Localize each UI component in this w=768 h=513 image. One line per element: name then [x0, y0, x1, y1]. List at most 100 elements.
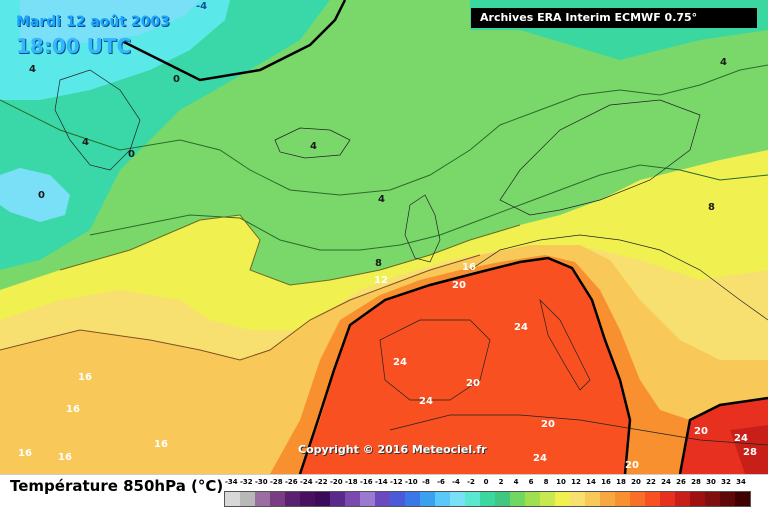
contour-label: 0 — [173, 74, 180, 85]
legend-tick-label: -20 — [330, 478, 343, 486]
legend-title: Température 850hPa (°C) — [10, 477, 224, 495]
legend-tick-label: -26 — [285, 478, 298, 486]
legend-tick-label: 10 — [556, 478, 566, 486]
contour-label: 28 — [743, 447, 757, 458]
map-time: 18:00 UTC — [16, 34, 132, 58]
contour-label: 4 — [29, 64, 36, 75]
uk-coast — [404, 194, 441, 263]
legend-tick-label: -8 — [422, 478, 430, 486]
legend-tick-label: 14 — [586, 478, 596, 486]
hot-zone-core — [300, 258, 630, 474]
legend-swatch — [525, 492, 540, 506]
contour-zero — [119, 0, 347, 82]
legend-swatch — [465, 492, 480, 506]
contour-label: 24 — [734, 433, 748, 444]
contour-twenty-east — [678, 396, 768, 474]
legend-swatch — [435, 492, 450, 506]
legend-tick-label: -16 — [360, 478, 373, 486]
legend-swatch — [390, 492, 405, 506]
contour-label: 20 — [541, 419, 555, 430]
legend-tick-label: 8 — [543, 478, 549, 486]
iberia-coast — [379, 319, 491, 401]
legend-tick-label: 20 — [631, 478, 641, 486]
legend-tick-label: 0 — [483, 478, 489, 486]
contour-label: 4 — [720, 57, 727, 68]
italy-coast — [539, 298, 591, 391]
legend-tick-label: 32 — [721, 478, 731, 486]
legend-tick-label: -24 — [300, 478, 313, 486]
contour-label: 24 — [514, 322, 528, 333]
legend-swatch — [735, 492, 750, 506]
legend-swatch — [615, 492, 630, 506]
contour-label: 0 — [128, 149, 135, 160]
contour-label: 4 — [378, 194, 385, 205]
contour-label: 8 — [375, 258, 382, 269]
legend-swatch — [420, 492, 435, 506]
iceland-coast — [274, 127, 351, 159]
contour-label: 20 — [452, 280, 466, 291]
legend-swatch — [555, 492, 570, 506]
legend-swatch — [630, 492, 645, 506]
contour-label: 24 — [533, 453, 547, 464]
legend-swatch — [480, 492, 495, 506]
mainland-europe-coast — [469, 234, 768, 321]
legend-swatch — [510, 492, 525, 506]
contour-label: 16 — [78, 372, 92, 383]
data-source-label: Archives ERA Interim ECMWF 0.75° — [471, 8, 757, 28]
contour-label: 4 — [310, 141, 317, 152]
contour-label: 16 — [18, 448, 32, 459]
legend-color-scale — [224, 491, 751, 507]
legend-swatch — [255, 492, 270, 506]
legend-swatch — [345, 492, 360, 506]
contour-label: 16 — [58, 452, 72, 463]
contour-label: 12 — [374, 275, 388, 286]
legend-swatch — [375, 492, 390, 506]
legend-tick-label: 18 — [616, 478, 626, 486]
contour-label: -4 — [196, 1, 207, 12]
legend-tick-label: -2 — [467, 478, 475, 486]
cold-pocket-greenland — [0, 168, 70, 222]
legend-tick-label: 6 — [528, 478, 534, 486]
contour-label: 8 — [708, 202, 715, 213]
contour-label-layer: -4 0 0 0 4 4 4 4 4 8 8 12 16 16 16 16 16… — [18, 1, 757, 471]
isotherm-4 — [0, 64, 768, 196]
legend-swatch — [645, 492, 660, 506]
legend-tick-label: -28 — [270, 478, 283, 486]
contour-label: 24 — [419, 396, 433, 407]
legend-tick-label: 22 — [646, 478, 656, 486]
legend-swatch — [705, 492, 720, 506]
legend-swatch — [360, 492, 375, 506]
temperature-map: -4 0 0 0 4 4 4 4 4 8 8 12 16 16 16 16 16… — [0, 0, 768, 474]
isotherm-16 — [0, 254, 481, 361]
isotherm-12 — [59, 214, 521, 286]
legend-tick-label: 28 — [691, 478, 701, 486]
legend-tick-label: -14 — [375, 478, 388, 486]
legend-tick-label: -22 — [315, 478, 328, 486]
hottest-patch — [730, 425, 768, 474]
legend-tick-label: -30 — [255, 478, 268, 486]
legend-swatch — [570, 492, 585, 506]
contour-label: 20 — [625, 460, 639, 471]
legend-swatch — [600, 492, 615, 506]
legend-tick-label: 24 — [661, 478, 671, 486]
contour-label: 0 — [38, 190, 45, 201]
legend-swatch — [285, 492, 300, 506]
legend-tick-label: -12 — [390, 478, 403, 486]
legend-tick-label: 4 — [513, 478, 519, 486]
contour-label: 16 — [66, 404, 80, 415]
scandinavia-coast — [499, 99, 701, 216]
legend-swatch — [300, 492, 315, 506]
legend-swatch — [720, 492, 735, 506]
legend-swatch — [660, 492, 675, 506]
contour-label: 24 — [393, 357, 407, 368]
contour-label: 16 — [462, 262, 476, 273]
legend-tick-label: -6 — [437, 478, 445, 486]
copyright-notice: Copyright © 2016 Meteociel.fr — [298, 443, 487, 456]
legend-swatch — [405, 492, 420, 506]
contour-label: 4 — [82, 137, 89, 148]
contour-twenty — [298, 256, 632, 474]
contour-label: 16 — [154, 439, 168, 450]
legend-tick-label: -18 — [345, 478, 358, 486]
legend-tick-label: -34 — [225, 478, 238, 486]
